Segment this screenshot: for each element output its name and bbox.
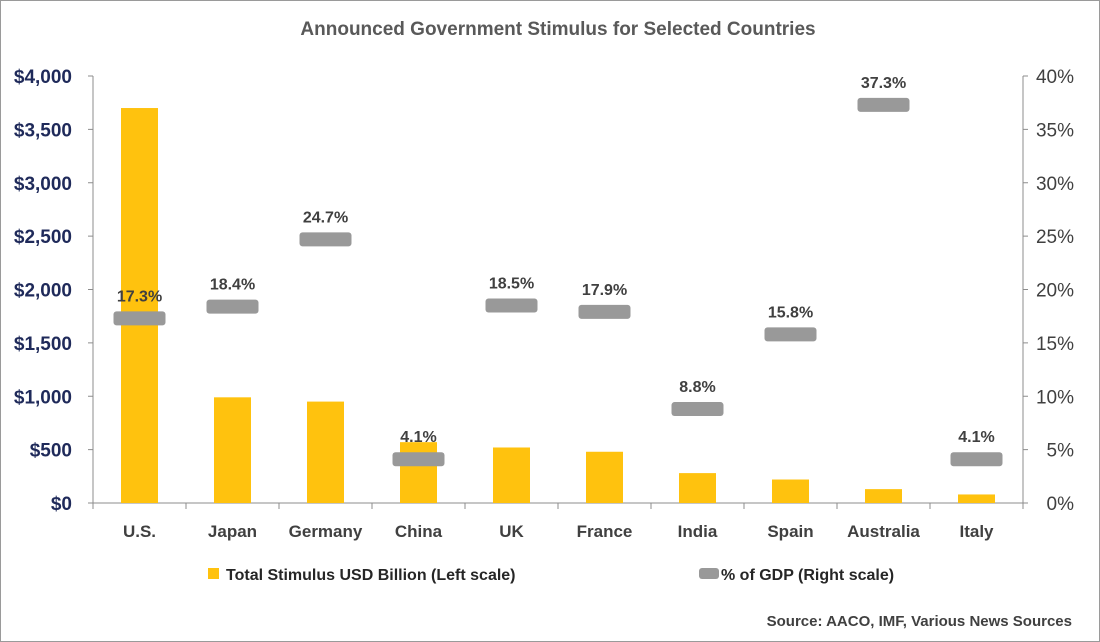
left-tick-label: $2,500	[14, 227, 72, 248]
gdp-label: 4.1%	[958, 429, 994, 446]
left-tick-label: $3,500	[14, 120, 72, 141]
gdp-label: 18.5%	[489, 276, 534, 293]
gdp-marker-us	[113, 311, 166, 326]
bar-uk	[493, 447, 530, 503]
gdp-marker-france	[578, 304, 631, 319]
bar-spain	[772, 479, 809, 503]
legend-label-gdp: % of GDP (Right scale)	[721, 567, 894, 584]
legend: Total Stimulus USD Billion (Left scale) …	[208, 567, 894, 584]
gdp-marker-spain	[764, 327, 817, 342]
right-tick-label: 5%	[1047, 441, 1075, 462]
bar-japan	[214, 397, 251, 503]
gdp-label: 15.8%	[768, 304, 813, 321]
x-tick-label: U.S.	[123, 522, 156, 541]
gdp-marker-germany	[299, 232, 352, 247]
data-labels: 17.3% 18.4% 24.7% 4.1% 18.5% 17.9% 8.8% 15.8% 37…	[117, 75, 995, 446]
x-tick-label: Spain	[767, 522, 813, 541]
bar-us	[121, 108, 158, 504]
gdp-label: 8.8%	[679, 379, 715, 396]
right-tick-label: 40%	[1036, 67, 1074, 88]
x-tick-label: India	[678, 522, 718, 541]
gdp-label: 24.7%	[303, 209, 348, 226]
x-tick-labels: U.S. Japan Germany China UK France India Spain A…	[123, 522, 994, 541]
gdp-marker-india	[671, 402, 724, 417]
bar-germany	[307, 401, 344, 503]
x-tick-label: Germany	[289, 522, 363, 541]
x-tick-label: China	[395, 522, 443, 541]
bar-australia	[865, 489, 902, 503]
left-tick-label: $1,500	[14, 334, 72, 355]
gdp-marker-china	[392, 452, 445, 467]
legend-swatch-gdp	[699, 568, 719, 579]
gdp-markers	[113, 97, 1003, 467]
right-tick-label: 0%	[1047, 494, 1075, 515]
left-tick-label: $3,000	[14, 174, 72, 195]
gdp-label: 4.1%	[400, 429, 436, 446]
left-tick-label: $0	[51, 494, 72, 515]
gdp-marker-uk	[485, 298, 538, 313]
bar-france	[586, 451, 623, 503]
chart-title: Announced Government Stimulus for Select…	[300, 19, 815, 40]
gdp-marker-australia	[857, 97, 910, 112]
right-tick-label: 20%	[1036, 281, 1074, 302]
x-tick-label: UK	[499, 522, 524, 541]
bar-china	[400, 442, 437, 503]
gdp-label: 37.3%	[861, 75, 906, 92]
axes: $0 $500 $1,000 $1,500 $2,000 $2,500 $3,000 $3,5…	[14, 67, 1074, 515]
left-tick-label: $2,000	[14, 281, 72, 302]
x-tick-label: Australia	[847, 522, 920, 541]
right-tick-label: 35%	[1036, 120, 1074, 141]
bars	[121, 108, 995, 504]
gdp-label: 17.3%	[117, 288, 162, 305]
right-tick-label: 30%	[1036, 174, 1074, 195]
x-tick-label: Italy	[959, 522, 994, 541]
left-tick-label: $500	[30, 441, 72, 462]
source-note: Source: AACO, IMF, Various News Sources	[767, 613, 1072, 630]
left-tick-label: $1,000	[14, 387, 72, 408]
bar-india	[679, 473, 716, 503]
x-tick-label: France	[577, 522, 633, 541]
gdp-label: 17.9%	[582, 282, 627, 299]
gdp-marker-japan	[206, 299, 259, 314]
right-tick-label: 25%	[1036, 227, 1074, 248]
left-tick-label: $4,000	[14, 67, 72, 88]
legend-swatch-stimulus	[208, 568, 219, 579]
gdp-marker-italy	[950, 452, 1003, 467]
right-tick-label: 10%	[1036, 387, 1074, 408]
bar-italy	[958, 494, 995, 503]
x-tick-label: Japan	[208, 522, 257, 541]
gdp-label: 18.4%	[210, 277, 255, 294]
right-tick-label: 15%	[1036, 334, 1074, 355]
legend-label-stimulus: Total Stimulus USD Billion (Left scale)	[226, 567, 516, 584]
